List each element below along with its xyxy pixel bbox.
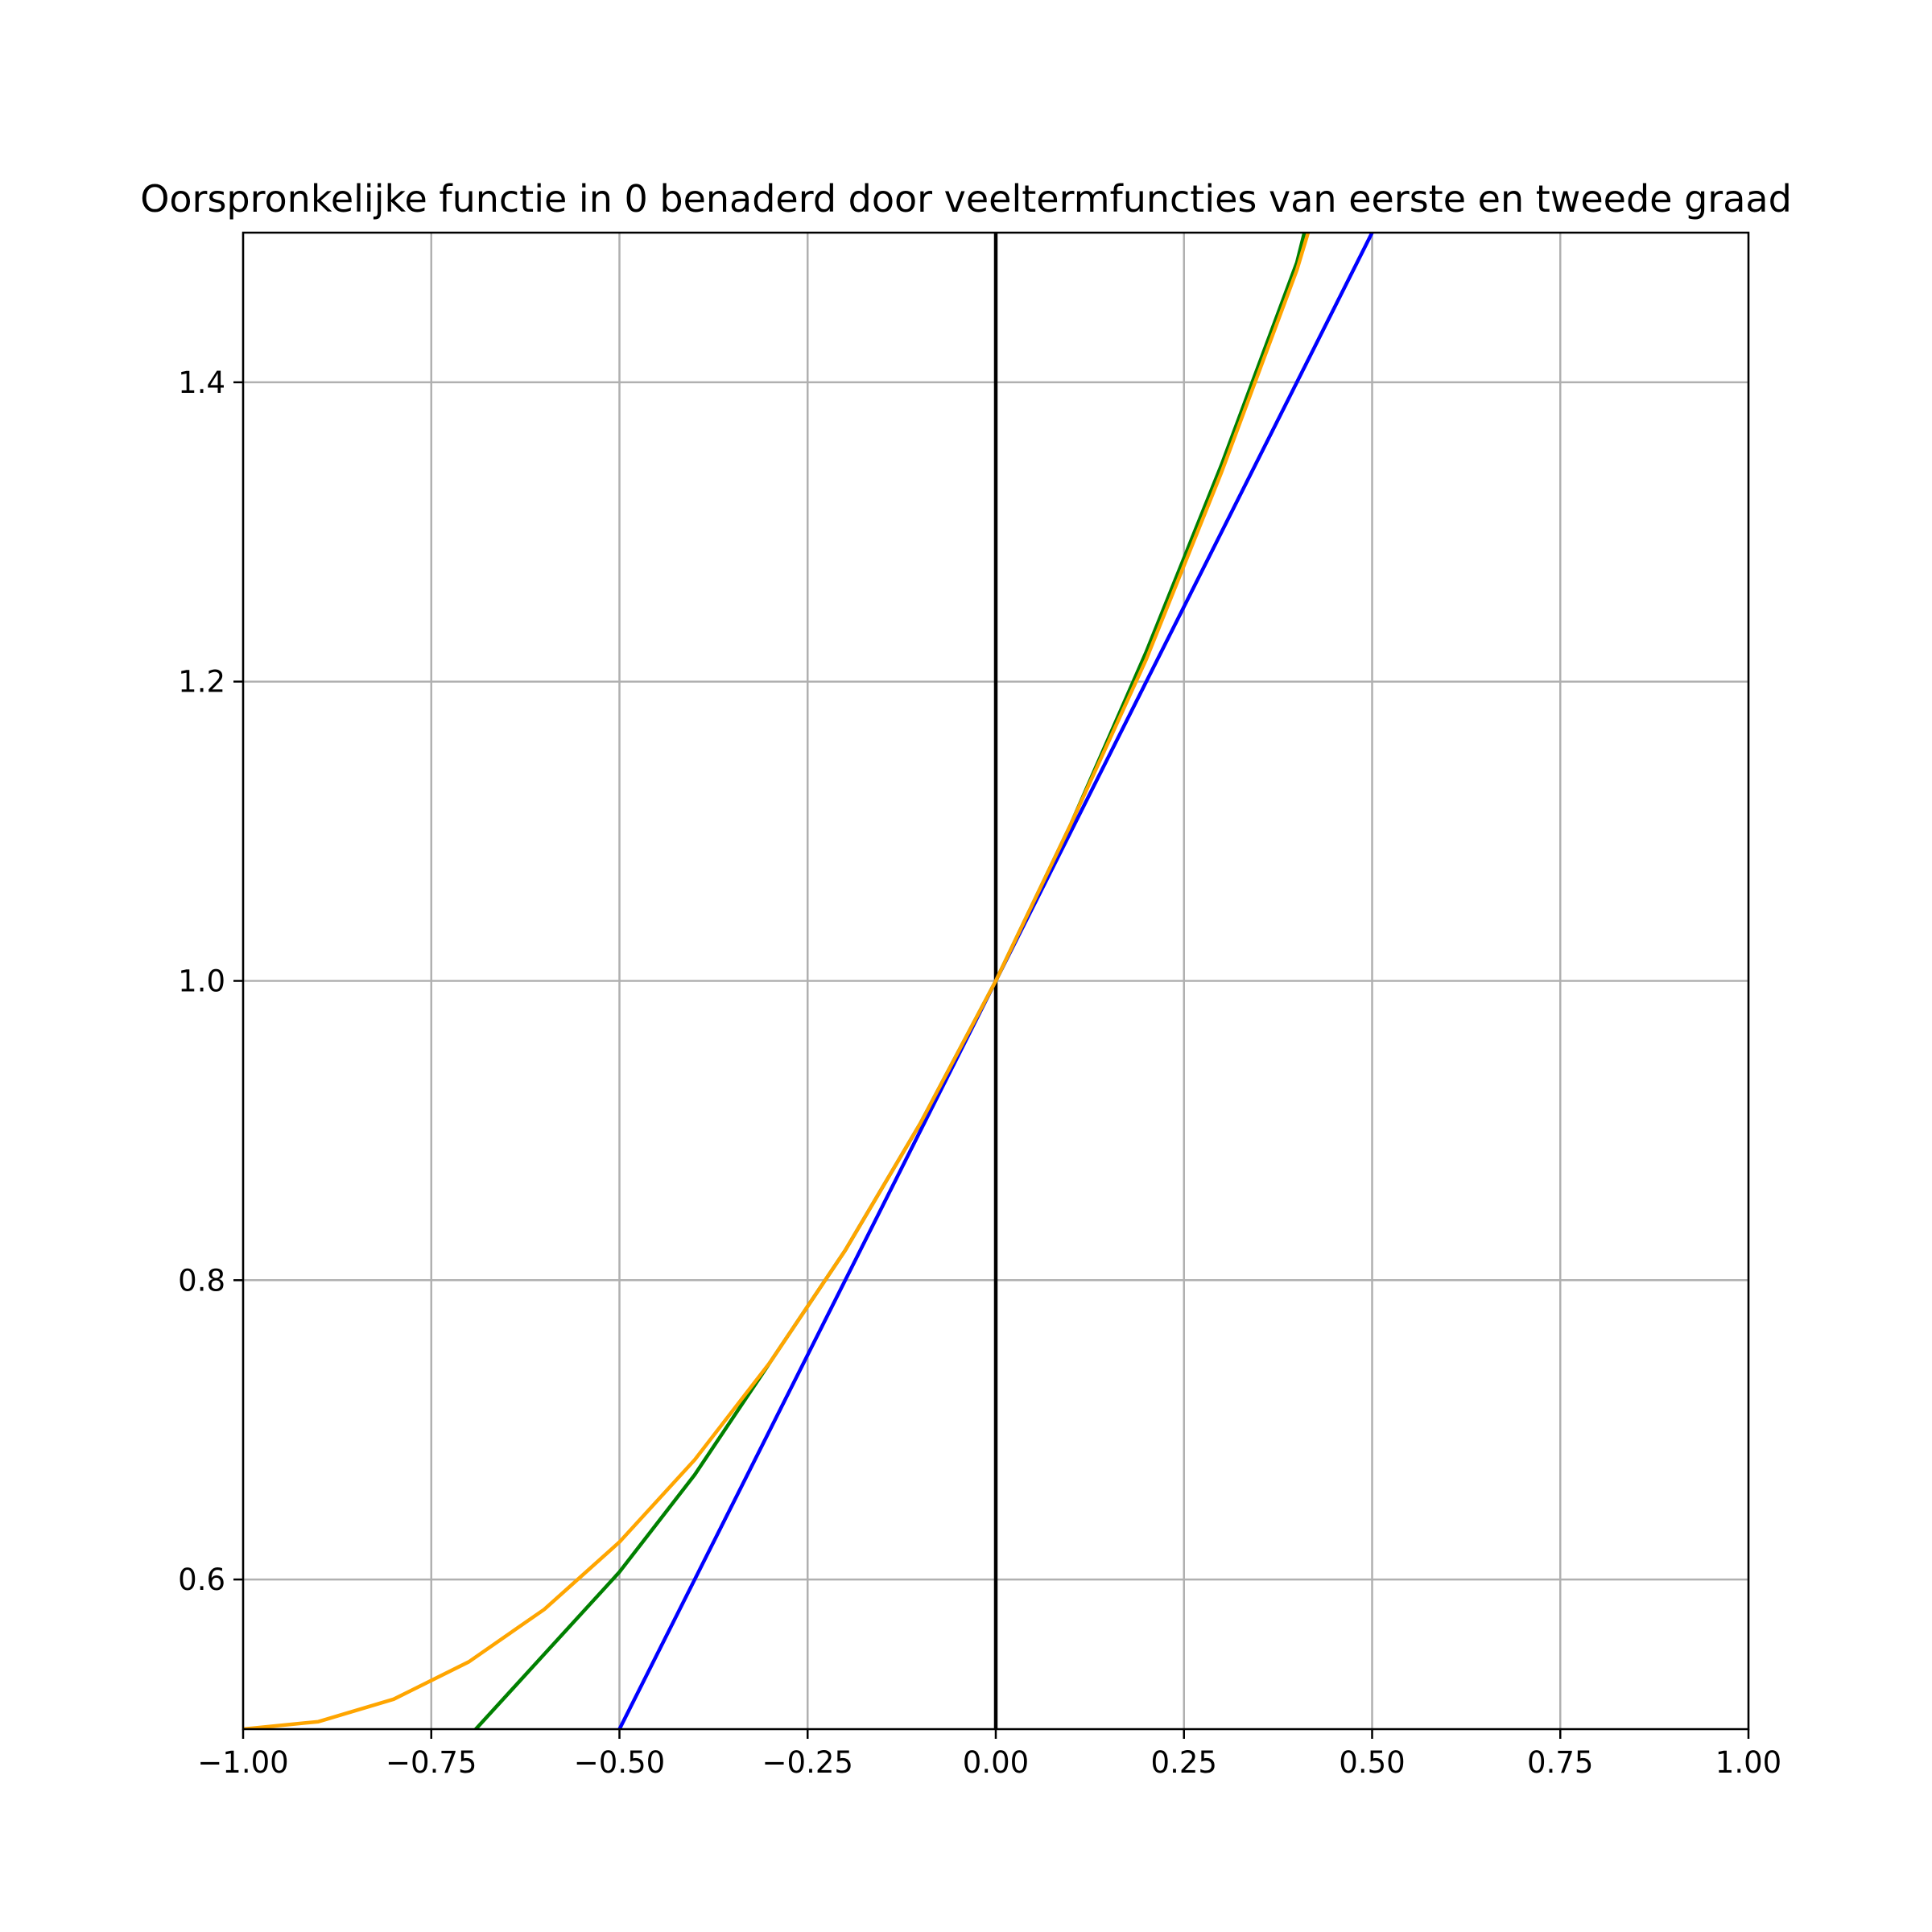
y-tick-label: 1.2 <box>178 665 225 700</box>
x-tick-label: 0.75 <box>1527 1745 1593 1780</box>
y-tick-label: 0.6 <box>178 1563 225 1597</box>
x-tick-label: −0.25 <box>762 1745 853 1780</box>
x-tick-label: 0.00 <box>963 1745 1029 1780</box>
x-tick-label: 0.25 <box>1151 1745 1217 1780</box>
axes: −1.00 −0.75 −0.50 −0.25 0.00 0.25 0.50 0.75 1.00… <box>178 231 1781 1780</box>
x-tick-label: 0.50 <box>1339 1745 1405 1780</box>
chart-title: Oorspronkelijke functie in 0 benaderd do… <box>140 177 1792 221</box>
x-tick-label: −0.75 <box>386 1745 477 1780</box>
x-tick-label: −1.00 <box>197 1745 288 1780</box>
y-tick-label: 0.8 <box>178 1263 225 1298</box>
x-tick-label: −0.50 <box>574 1745 665 1780</box>
y-tick-label: 1.4 <box>178 365 225 400</box>
series-group <box>243 233 1374 1729</box>
series-line-3 <box>243 233 1311 1729</box>
y-tick-label: 1.0 <box>178 964 225 999</box>
x-tick-label: 1.00 <box>1715 1745 1781 1780</box>
